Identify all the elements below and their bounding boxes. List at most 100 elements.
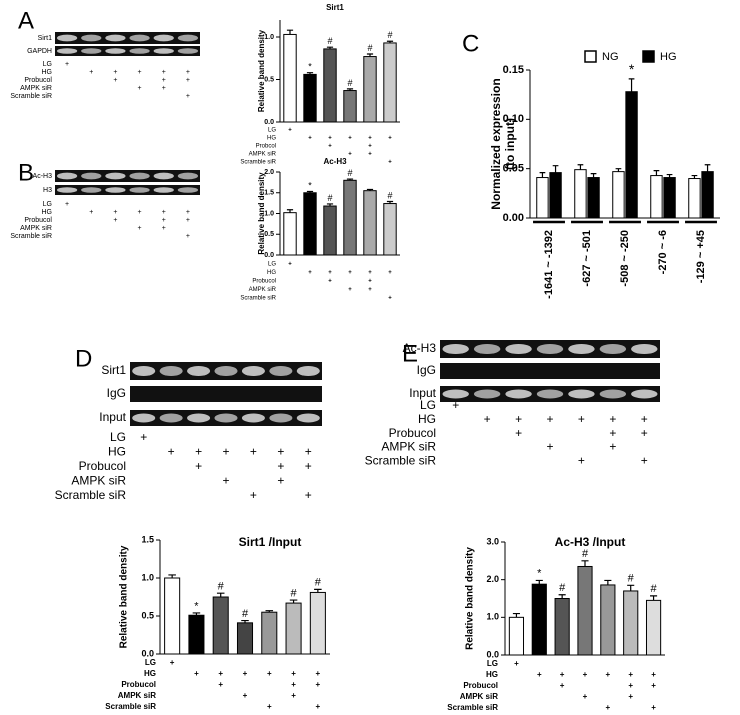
significance-mark: # [315,577,322,589]
treatment-sign: + [348,287,352,293]
treatment-label: AMPK siR [460,692,498,701]
blot-band [153,187,174,193]
treatment-sign: + [484,412,491,426]
treatment-sign: + [291,669,296,678]
treatment-sign: + [368,136,372,142]
treatment-sign: + [138,85,142,92]
treatment-label: AMPK siR [118,691,156,700]
bar [363,56,377,123]
treatment-sign: + [316,669,321,678]
treatment-label: Scramble siR [240,160,276,166]
error-bar [314,588,322,593]
blot-strip [440,363,660,379]
treatment-label: HG [418,412,436,426]
legend-swatch [584,50,597,63]
treatment-sign: + [162,77,166,84]
blot-band [241,365,265,377]
bar [663,177,676,219]
treatment-sign: + [388,296,392,302]
blot-band [129,172,150,180]
error-bar [558,594,566,599]
treatment-label: HG [42,209,53,216]
error-bar [704,164,711,172]
y-axis-label: Normalized expression [489,78,503,209]
treatment-label: Scramble siR [240,296,276,302]
y-tick-label: 0.0 [141,648,154,658]
blot-label: H3 [43,187,52,194]
blot-band [187,413,211,423]
treatment-label: LG [268,128,276,134]
treatment-sign: + [452,398,459,412]
treatment-label: HG [267,270,276,276]
error-bar [326,46,334,49]
blot-band [132,413,156,423]
treatment-sign: + [560,670,565,679]
blot-band [159,365,183,377]
error-bar [306,72,314,75]
treatment-sign: + [316,702,321,711]
treatment-sign: + [641,412,648,426]
blot-band [177,187,199,193]
significance-mark: * [629,61,635,77]
treatment-sign: + [641,426,648,440]
y-tick-label: 2.0 [264,169,274,176]
treatment-label: Probucol [24,217,52,224]
treatment-sign: + [388,270,392,276]
error-bar [581,560,589,567]
y-tick-label: 0.5 [264,76,274,83]
error-bar [265,610,274,613]
treatment-sign: + [162,225,166,232]
error-bar [590,173,597,178]
y-tick-label: 1.5 [264,190,274,197]
significance-mark: # [367,43,372,53]
treatment-sign: + [628,670,633,679]
error-bar [346,88,354,91]
bar [688,178,701,219]
treatment-label: LG [43,61,52,68]
y-tick-label: 1.0 [141,572,154,582]
panel-letter: A [18,7,34,34]
blot-label: Ac-H3 [403,341,437,355]
treatment-label: HG [267,136,276,142]
bar [574,169,587,219]
bar [285,602,302,655]
blot-band [599,343,627,355]
treatment-label: Probucol [389,426,436,440]
error-bar [666,173,673,178]
blot-band [599,389,627,399]
blot-band [536,389,564,399]
blot-strip [55,185,200,195]
treatment-sign: + [328,270,332,276]
error-bar [552,165,559,173]
blot-label: Sirt1 [38,35,53,42]
treatment-label: AMPK siR [249,287,277,293]
treatment-sign: + [218,680,223,689]
y-tick-label: 1.0 [486,612,499,622]
significance-mark: # [327,36,332,46]
blot-band [105,34,126,42]
blot-band [631,343,658,355]
bar [625,91,638,219]
treatment-sign: + [628,681,633,690]
panel-letter: D [75,345,92,372]
treatment-label: Probucol [121,680,156,689]
treatment-sign: + [368,144,372,150]
blot-label: GAPDH [27,48,52,55]
treatment-label: AMPK siR [381,440,436,454]
treatment-label: HG [108,445,126,459]
treatment-sign: + [250,445,257,459]
bar [701,171,714,219]
bar [164,577,181,655]
treatment-sign: + [546,440,553,454]
y-tick-label: 0.5 [264,231,274,238]
bar [587,177,600,219]
treatment-sign: + [388,136,392,142]
error-bar [539,172,546,178]
blot-strip [130,386,322,402]
blot-band [105,172,126,180]
treatment-sign: + [308,136,312,142]
blot-label: Ac-H3 [33,173,53,180]
chart-title: Sirt1 /Input [239,535,302,549]
treatment-sign: + [288,262,292,268]
significance-mark: # [651,583,658,595]
